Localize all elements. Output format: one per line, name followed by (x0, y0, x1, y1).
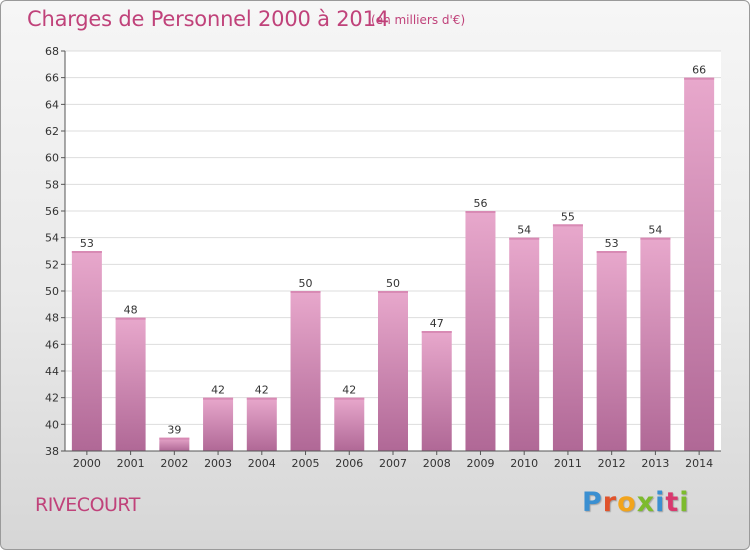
bar-top-edge (465, 211, 496, 213)
y-tick-label: 42 (45, 392, 59, 405)
y-tick-label: 56 (45, 205, 59, 218)
axes: 38 40 42 44 46 48 50 52 54 56 58 60 62 64 66 68 2000 2001… (45, 45, 721, 470)
x-tick-label: 2004 (248, 457, 276, 470)
bars (71, 77, 715, 452)
bar-2008 (421, 331, 452, 451)
bar-top-edge (509, 237, 540, 240)
bar-top-edge (246, 397, 277, 400)
data-label: 56 (473, 197, 487, 210)
bar-top-edge (290, 291, 321, 293)
data-label: 66 (692, 64, 706, 77)
x-tick-label: 2001 (117, 457, 145, 470)
bar-top-edge (115, 317, 146, 320)
data-label: 54 (517, 224, 531, 237)
x-tick-label: 2006 (335, 457, 363, 470)
x-tick-label: 2000 (73, 457, 101, 470)
y-tick-label: 54 (45, 232, 59, 245)
bar-top-edge (684, 77, 715, 80)
y-tick-label: 40 (45, 418, 59, 431)
bar-2006 (334, 397, 365, 451)
y-tick-label: 52 (45, 258, 59, 271)
x-tick-label: 2007 (379, 457, 407, 470)
bar-2013 (640, 237, 671, 451)
data-label: 53 (605, 237, 619, 250)
data-label: 47 (430, 317, 444, 330)
logo-letter: t (665, 487, 680, 518)
bar-top-edge (421, 331, 452, 333)
y-tick-label: 68 (45, 45, 59, 58)
bar-top-edge (159, 437, 190, 440)
logo-letter: x (636, 487, 656, 518)
y-tick-label: 50 (45, 285, 59, 298)
bar-2000 (71, 251, 102, 451)
x-tick-label: 2003 (204, 457, 232, 470)
bar-2004 (246, 397, 277, 451)
bar-top-edge (378, 291, 408, 293)
chart-unit: (en milliers d'€) (371, 13, 466, 27)
data-label: 39 (167, 424, 181, 437)
y-tick-label: 66 (45, 72, 59, 85)
data-label: 50 (299, 277, 313, 290)
data-label: 42 (255, 384, 269, 397)
y-tick-label: 48 (45, 312, 59, 325)
y-tick-label: 60 (45, 152, 59, 165)
bar-top-edge (334, 397, 365, 400)
data-label: 42 (211, 384, 225, 397)
y-tick-label: 58 (45, 178, 59, 191)
data-label: 54 (648, 224, 662, 237)
bar-2009 (465, 211, 496, 451)
y-tick-label: 64 (45, 98, 59, 111)
x-tick-label: 2012 (598, 457, 626, 470)
x-tick-label: 2013 (641, 457, 669, 470)
x-tick-label: 2005 (292, 457, 320, 470)
y-tick-label: 46 (45, 338, 59, 351)
logo-letter: r (602, 487, 618, 518)
x-tick-label: 2009 (466, 457, 494, 470)
x-tick-label: 2010 (510, 457, 538, 470)
data-label: 53 (80, 237, 94, 250)
data-label: 42 (342, 384, 356, 397)
bar-2012 (596, 251, 627, 451)
bar-2011 (552, 224, 583, 451)
bar-top-edge (640, 237, 671, 240)
logo-letter: P (582, 487, 603, 518)
logo-letter: o (617, 487, 637, 518)
bar-top-edge (71, 251, 102, 253)
bar-top-edge (203, 397, 234, 400)
labels: 53 48 39 42 42 50 42 50 47 56 54 55 53 54 66 (80, 64, 706, 437)
y-tick-label: 62 (45, 125, 59, 138)
chart-title: Charges de Personnel 2000 à 2014 (27, 7, 389, 31)
logo-letter: i (679, 487, 690, 518)
bar-2005 (290, 291, 321, 451)
data-label: 50 (386, 277, 400, 290)
bar-2007 (378, 291, 408, 451)
data-label: 55 (561, 210, 575, 223)
bar-2010 (509, 237, 540, 451)
x-tick-label: 2002 (160, 457, 188, 470)
x-tick-label: 2014 (685, 457, 713, 470)
bar-2003 (203, 397, 234, 451)
proxiti-logo[interactable]: Proxiti (582, 487, 690, 518)
bar-top-edge (552, 224, 583, 227)
bar-2002 (159, 437, 190, 451)
commune-name: RIVECOURT (35, 494, 140, 516)
data-label: 48 (124, 304, 138, 317)
x-tick-label: 2011 (554, 457, 582, 470)
y-tick-label: 38 (45, 445, 59, 458)
logo-letter: i (655, 487, 666, 518)
bar-2014 (684, 77, 715, 452)
y-tick-label: 44 (45, 365, 59, 378)
x-tick-label: 2008 (423, 457, 451, 470)
bar-2001 (115, 317, 146, 451)
bar-top-edge (596, 251, 627, 253)
